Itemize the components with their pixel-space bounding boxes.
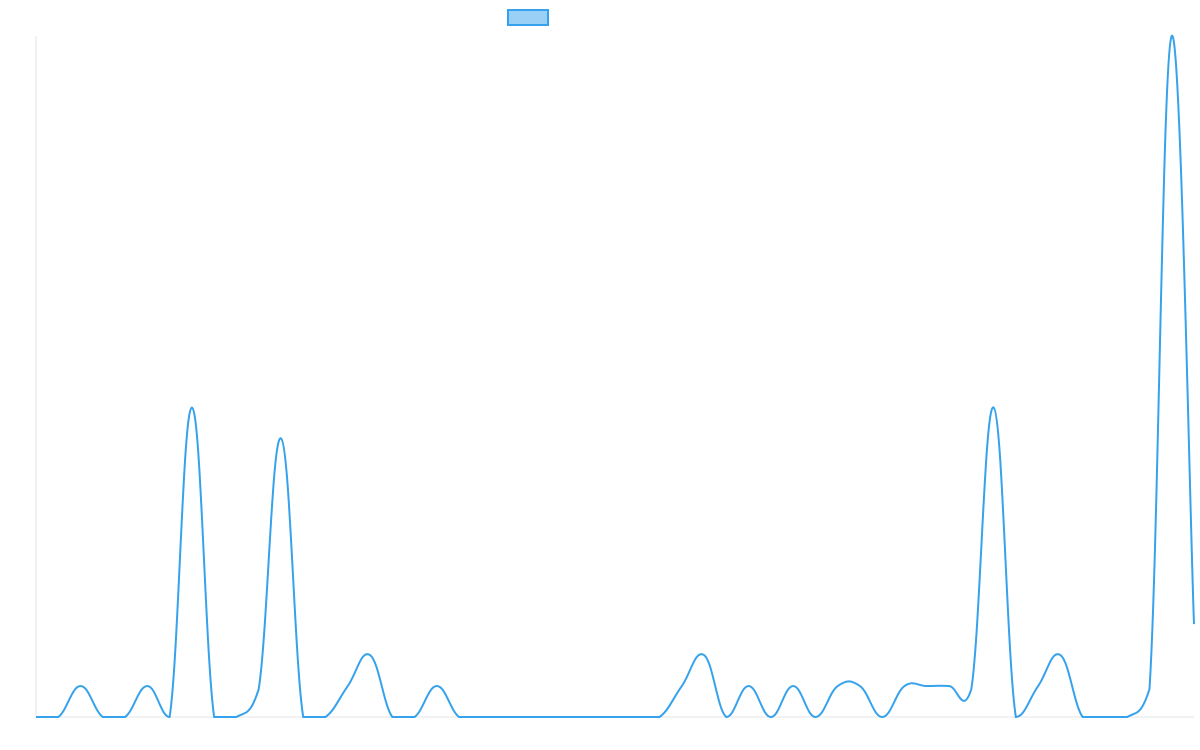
data-point-34[interactable] xyxy=(790,683,796,689)
data-point-32[interactable] xyxy=(746,683,752,689)
data-point-23[interactable] xyxy=(545,714,551,720)
legend-swatch-0[interactable] xyxy=(507,9,549,26)
data-point-28[interactable] xyxy=(657,714,663,720)
data-point-1[interactable] xyxy=(55,714,61,720)
data-point-25[interactable] xyxy=(590,714,596,720)
data-point-21[interactable] xyxy=(501,714,507,720)
data-point-43[interactable] xyxy=(991,404,997,410)
data-point-50[interactable] xyxy=(1146,686,1152,692)
data-point-37[interactable] xyxy=(857,683,863,689)
data-point-33[interactable] xyxy=(768,714,774,720)
data-point-17[interactable] xyxy=(412,714,418,720)
data-point-4[interactable] xyxy=(122,714,128,720)
data-point-42[interactable] xyxy=(968,686,974,692)
data-point-3[interactable] xyxy=(100,714,106,720)
data-point-18[interactable] xyxy=(434,683,440,689)
data-point-13[interactable] xyxy=(323,714,329,720)
data-point-36[interactable] xyxy=(835,683,841,689)
data-point-8[interactable] xyxy=(211,714,217,720)
data-point-48[interactable] xyxy=(1102,714,1108,720)
data-point-46[interactable] xyxy=(1057,652,1063,658)
legend[interactable] xyxy=(507,9,549,26)
data-point-0[interactable] xyxy=(33,714,39,720)
data-point-20[interactable] xyxy=(478,714,484,720)
data-point-49[interactable] xyxy=(1124,714,1130,720)
data-point-52[interactable] xyxy=(1191,621,1197,627)
series-line-0 xyxy=(35,34,1195,719)
data-point-22[interactable] xyxy=(523,714,529,720)
data-point-35[interactable] xyxy=(812,714,818,720)
data-point-26[interactable] xyxy=(612,714,618,720)
data-point-29[interactable] xyxy=(679,683,685,689)
data-point-5[interactable] xyxy=(144,683,150,689)
data-point-16[interactable] xyxy=(389,714,395,720)
data-point-38[interactable] xyxy=(879,714,885,720)
data-point-10[interactable] xyxy=(256,686,262,692)
data-point-24[interactable] xyxy=(567,714,573,720)
data-point-6[interactable] xyxy=(167,714,173,720)
data-point-27[interactable] xyxy=(634,714,640,720)
data-point-41[interactable] xyxy=(946,683,952,689)
data-point-9[interactable] xyxy=(233,714,239,720)
data-point-12[interactable] xyxy=(300,714,306,720)
data-point-14[interactable] xyxy=(345,683,351,689)
plot-area xyxy=(33,33,1197,720)
data-point-39[interactable] xyxy=(902,683,908,689)
data-point-30[interactable] xyxy=(701,652,707,658)
data-point-31[interactable] xyxy=(723,714,729,720)
data-point-11[interactable] xyxy=(278,435,284,441)
data-point-47[interactable] xyxy=(1080,714,1086,720)
data-point-44[interactable] xyxy=(1013,714,1019,720)
data-point-15[interactable] xyxy=(367,652,373,658)
data-point-45[interactable] xyxy=(1035,683,1041,689)
data-point-51[interactable] xyxy=(1169,33,1175,39)
data-point-19[interactable] xyxy=(456,714,462,720)
data-point-40[interactable] xyxy=(924,683,930,689)
data-point-2[interactable] xyxy=(78,683,84,689)
data-point-7[interactable] xyxy=(189,404,195,410)
